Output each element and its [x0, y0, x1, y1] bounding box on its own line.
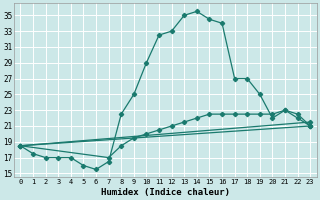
X-axis label: Humidex (Indice chaleur): Humidex (Indice chaleur): [101, 188, 230, 197]
